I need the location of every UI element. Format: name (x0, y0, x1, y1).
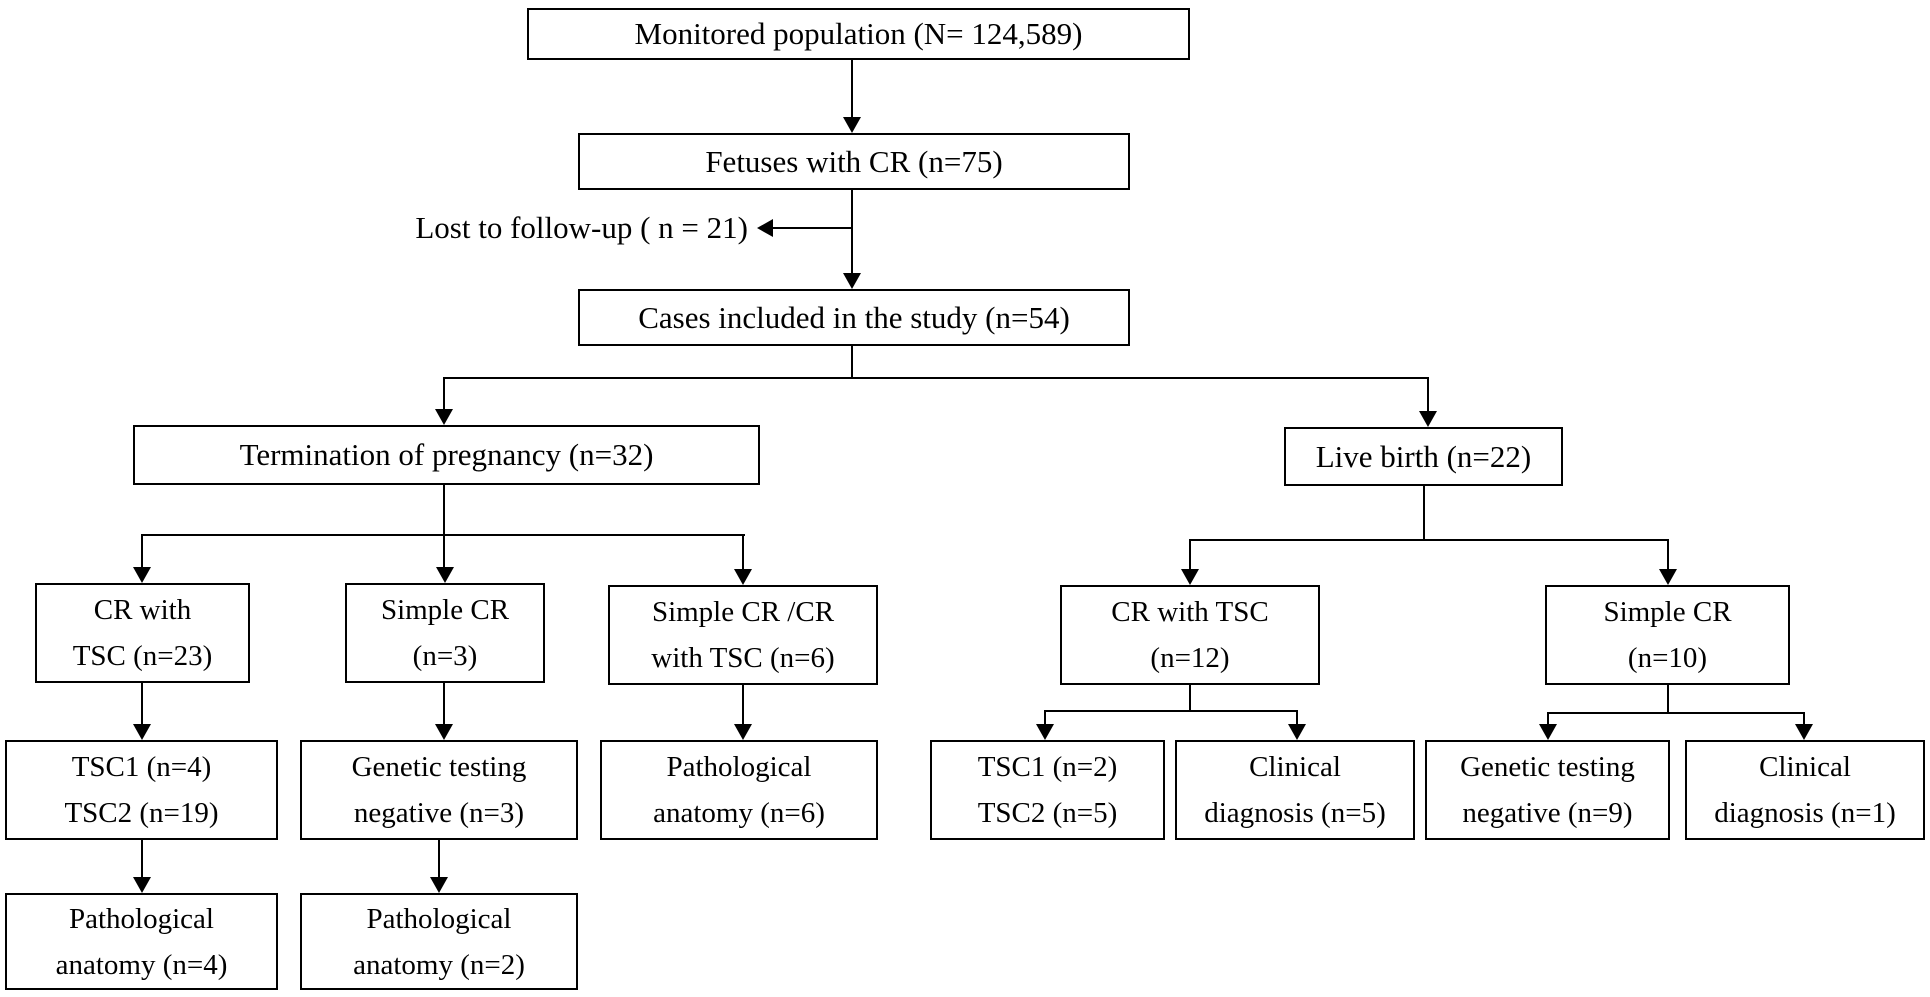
connector-simplecr10-stem (1667, 685, 1669, 714)
node-clinical-diagnosis-5: Clinical diagnosis (n=5) (1175, 740, 1415, 840)
connector-lost-branch (772, 227, 853, 229)
connector-split-crtsc12 (1044, 710, 1298, 712)
arrow-down-icon (1659, 569, 1677, 585)
arrow-down-icon (1036, 724, 1054, 740)
connector-crtsc23-tsc1 (141, 683, 143, 724)
connector-to-livebirth (1427, 378, 1429, 411)
connector-split-simplecr10 (1547, 712, 1805, 714)
arrow-down-icon (1539, 724, 1557, 740)
arrow-left-icon (757, 219, 773, 237)
node-cr-with-tsc-23: CR with TSC (n=23) (35, 583, 250, 683)
arrow-down-icon (436, 567, 454, 583)
connector-fetuses-included (851, 190, 853, 273)
arrow-down-icon (1181, 569, 1199, 585)
connector-to-cr-tsc-23 (141, 535, 143, 567)
connector-tsc1-path4 (141, 840, 143, 877)
connector-to-tsc1-2 (1044, 711, 1046, 724)
node-simple-cr-3: Simple CR (n=3) (345, 583, 545, 683)
node-tsc1-4-tsc2-19: TSC1 (n=4) TSC2 (n=19) (5, 740, 278, 840)
connector-crtsc12-stem (1189, 685, 1191, 712)
node-clinical-diagnosis-1: Clinical diagnosis (n=1) (1685, 740, 1925, 840)
connector-to-simple-cr-cr-tsc-6 (742, 535, 744, 569)
arrow-down-icon (1795, 724, 1813, 740)
arrow-down-icon (1288, 724, 1306, 740)
node-pathological-anatomy-4: Pathological anatomy (n=4) (5, 893, 278, 990)
connector-simplecr3-genetic (443, 683, 445, 724)
arrow-down-icon (430, 877, 448, 893)
arrow-down-icon (435, 724, 453, 740)
arrow-down-icon (133, 877, 151, 893)
connector-simplecrcrtsc6-path6 (742, 685, 744, 724)
arrow-down-icon (734, 724, 752, 740)
node-termination-of-pregnancy: Termination of pregnancy (n=32) (133, 425, 760, 485)
connector-genetic3-path2 (438, 840, 440, 877)
node-tsc1-2-tsc2-5: TSC1 (n=2) TSC2 (n=5) (930, 740, 1165, 840)
node-simple-cr-cr-with-tsc-6: Simple CR /CR with TSC (n=6) (608, 585, 878, 685)
connector-split-termination (141, 534, 745, 536)
connector-included-stem (851, 346, 853, 379)
connector-to-clinical-5 (1296, 711, 1298, 724)
arrow-down-icon (133, 724, 151, 740)
connector-to-cr-tsc-12 (1189, 540, 1191, 569)
node-monitored-population: Monitored population (N= 124,589) (527, 8, 1190, 60)
connector-split-livebirth (1189, 539, 1669, 541)
node-cases-included: Cases included in the study (n=54) (578, 289, 1130, 346)
node-cr-with-tsc-12: CR with TSC (n=12) (1060, 585, 1320, 685)
node-pathological-anatomy-2: Pathological anatomy (n=2) (300, 893, 578, 990)
node-pathological-anatomy-6: Pathological anatomy (n=6) (600, 740, 878, 840)
connector-to-genetic-9 (1547, 713, 1549, 724)
connector-to-termination (443, 378, 445, 409)
arrow-down-icon (1419, 411, 1437, 427)
connector-split-row4 (443, 377, 1429, 379)
node-simple-cr-10: Simple CR (n=10) (1545, 585, 1790, 685)
connector-monitored-fetuses (851, 60, 853, 117)
arrow-down-icon (734, 569, 752, 585)
node-fetuses-with-cr: Fetuses with CR (n=75) (578, 133, 1130, 190)
node-genetic-testing-negative-9: Genetic testing negative (n=9) (1425, 740, 1670, 840)
node-genetic-testing-negative-3: Genetic testing negative (n=3) (300, 740, 578, 840)
connector-livebirth-stem (1423, 486, 1425, 541)
connector-termination-stem (443, 485, 445, 567)
connector-to-simple-cr-10 (1667, 540, 1669, 569)
arrow-down-icon (843, 117, 861, 133)
arrow-down-icon (843, 273, 861, 289)
connector-to-clinical-1 (1803, 713, 1805, 724)
node-live-birth: Live birth (n=22) (1284, 427, 1563, 486)
annotation-lost-to-follow-up: Lost to follow-up ( n = 21) (415, 210, 748, 245)
arrow-down-icon (435, 409, 453, 425)
arrow-down-icon (133, 567, 151, 583)
